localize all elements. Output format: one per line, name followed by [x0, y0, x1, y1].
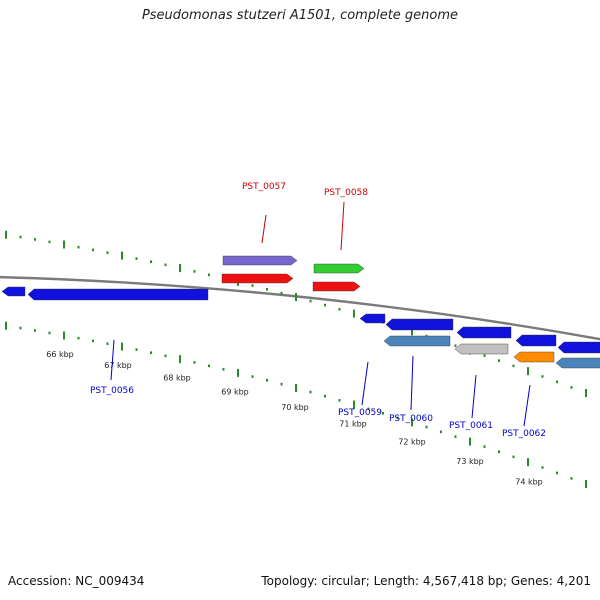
gene-leader-line: [523, 384, 531, 427]
scale-label: 67 kbp: [104, 361, 132, 370]
scale-label: 68 kbp: [163, 374, 191, 383]
gene-label: PST_0062: [502, 429, 546, 439]
gene-arrow: [222, 255, 298, 266]
backbone-line: [0, 275, 600, 341]
scale-label: 74 kbp: [515, 478, 543, 487]
scale-label: 72 kbp: [398, 438, 426, 447]
gene-arrow: [313, 263, 365, 274]
gene-arrow: [385, 318, 454, 331]
scale-label: 71 kbp: [339, 419, 367, 428]
gene-leader-line: [361, 361, 369, 406]
gene-arrow: [359, 313, 386, 324]
gene-arrow: [456, 326, 512, 339]
scale-label: 66 kbp: [46, 350, 74, 359]
gene-label: PST_0056: [90, 386, 134, 396]
gene-leader-line: [110, 339, 115, 381]
gene-arrow: [221, 273, 294, 284]
gene-label: PST_0057: [242, 182, 286, 192]
scale-label: 70 kbp: [281, 403, 309, 412]
gene-label: PST_0058: [324, 188, 368, 198]
gene-arrow: [27, 288, 209, 301]
gene-leader-line: [261, 214, 267, 244]
gene-arrow: [383, 335, 451, 347]
accession-text: Accession: NC_009434: [8, 574, 145, 588]
scale-label: 69 kbp: [221, 387, 249, 396]
gene-arrow: [515, 334, 557, 347]
gene-leader-line: [471, 374, 477, 419]
gene-leader-line: [340, 201, 345, 251]
gene-arrow: [454, 343, 509, 355]
gene-arrow: [312, 281, 361, 292]
gene-label: PST_0060: [389, 414, 433, 424]
gene-arrow: [1, 286, 26, 297]
scale-label: 73 kbp: [456, 457, 484, 466]
genome-title: Pseudomonas stutzeri A1501, complete gen…: [141, 8, 459, 23]
gene-label: PST_0059: [338, 408, 382, 418]
topology-text: Topology: circular; Length: 4,567,418 bp…: [261, 574, 591, 588]
gene-label: PST_0061: [449, 421, 493, 431]
gene-arrow: [513, 351, 555, 363]
gene-arrow: [555, 357, 600, 369]
gene-arrow: [557, 341, 600, 354]
gene-leader-line: [410, 355, 414, 411]
